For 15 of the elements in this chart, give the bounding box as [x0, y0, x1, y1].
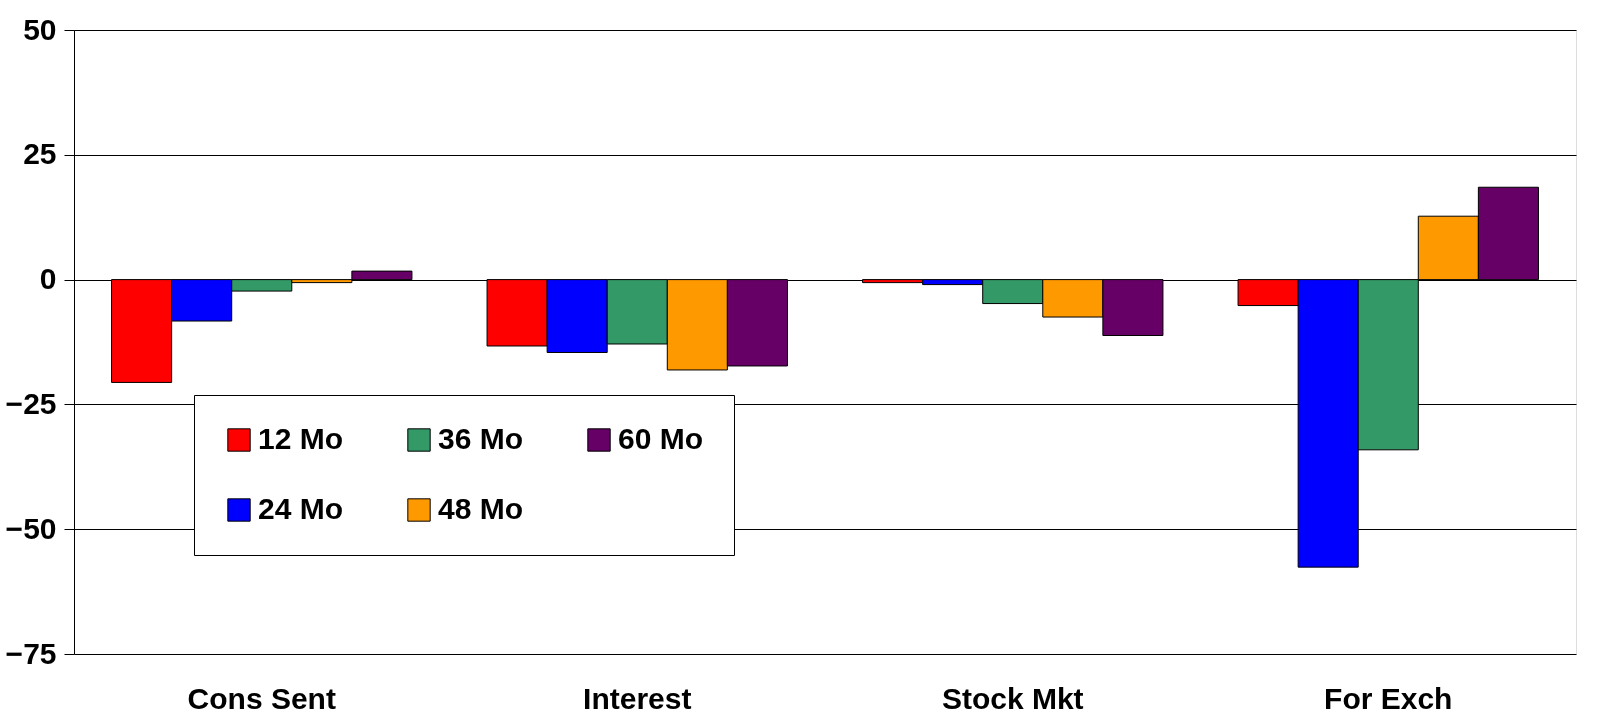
x-tick-label: For Exch — [1324, 681, 1453, 715]
legend-label: 36 Mo — [438, 422, 524, 455]
y-tick-label: −25 — [5, 386, 57, 420]
y-tick-label: 0 — [39, 262, 57, 296]
x-tick-label: Cons Sent — [187, 681, 336, 715]
y-tick-label: 50 — [23, 12, 57, 46]
legend-label: 24 Mo — [258, 492, 344, 525]
y-tick-label: 25 — [23, 137, 57, 171]
legend-label: 60 Mo — [618, 422, 704, 455]
legend-label: 48 Mo — [438, 492, 524, 525]
x-tick-label: Interest — [583, 681, 692, 715]
legend-label: 12 Mo — [258, 422, 344, 455]
x-tick-label: Stock Mkt — [941, 681, 1084, 715]
y-tick-label: −75 — [5, 636, 57, 670]
y-tick-label: −50 — [5, 511, 57, 545]
